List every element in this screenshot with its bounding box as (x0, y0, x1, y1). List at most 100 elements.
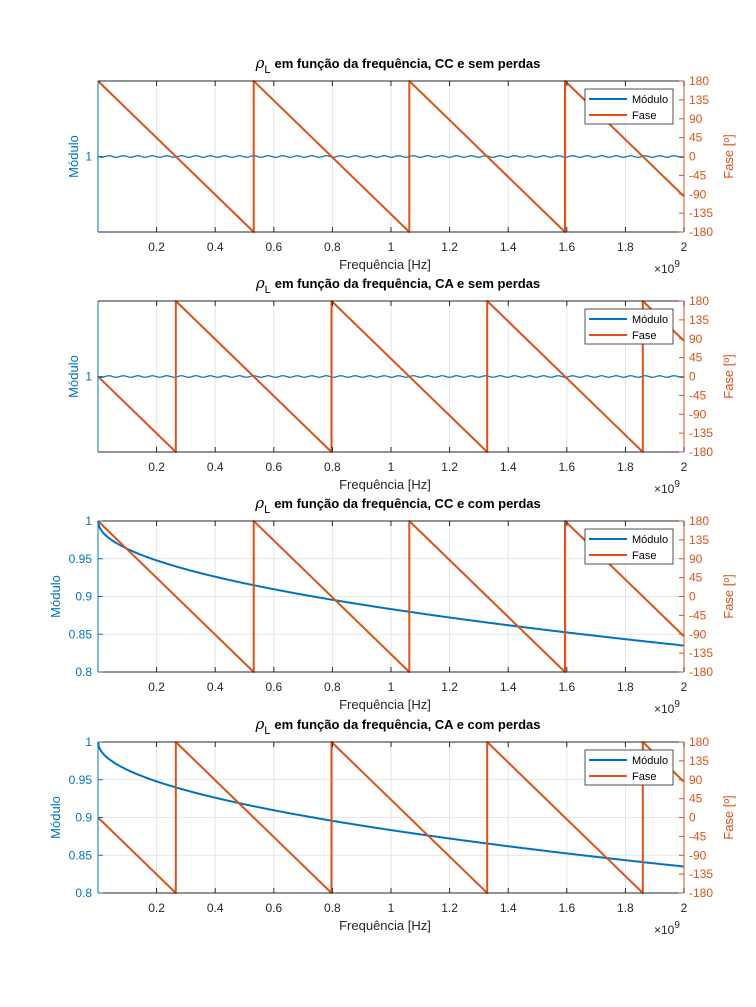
y-right-tick-label: 90 (689, 332, 703, 346)
series-fase (97, 741, 685, 894)
x-tick-label: 0.2 (148, 240, 165, 254)
x-tick-label: 1.2 (441, 460, 458, 474)
x-tick-label: 1.4 (500, 680, 517, 694)
series-modulo (97, 375, 685, 378)
chart-title: ρL em função da frequência, CA e com perd… (254, 715, 540, 737)
y-right-tick-label: 90 (689, 552, 703, 566)
series-fase (97, 520, 685, 673)
x-tick-label: 0.2 (148, 901, 165, 915)
legend-label: Módulo (632, 314, 668, 326)
x-exponent-label: ×109 (654, 259, 680, 276)
x-tick-label: 0.8 (324, 460, 341, 474)
y-right-label: Fase [º] (721, 134, 736, 178)
x-tick-label: 2 (681, 240, 688, 254)
y-left-tick-label: 0.8 (75, 665, 92, 679)
subplot-4: 0.2 0.4 0.6 0.8 1 1.2 1.4 1.6 1.8 2 1 0.95 0.9 0.85 0.… (48, 715, 736, 937)
x-exponent-base: ×10 (654, 262, 675, 276)
x-tick-label: 0.4 (207, 680, 224, 694)
x-tick-label: 0.8 (324, 240, 341, 254)
x-tick-label: 1 (388, 460, 395, 474)
legend-box (584, 749, 674, 786)
y-right-tick-label: 0 (689, 150, 696, 164)
x-tick-label: 1.2 (441, 680, 458, 694)
x-tick-label: 1.4 (500, 240, 517, 254)
chart-title: ρL em função da frequência, CC e sem perd… (255, 54, 541, 76)
y-left-tick-label: 0.9 (75, 590, 92, 604)
x-exponent-base: ×10 (654, 923, 675, 937)
y-right-tick-label: -180 (689, 665, 713, 679)
legend-label: Módulo (632, 755, 668, 767)
x-tick-label: 0.6 (265, 240, 282, 254)
x-exponent-base: ×10 (654, 702, 675, 716)
y-left-tick-label: 1 (85, 735, 92, 749)
x-tick-label: 1 (388, 901, 395, 915)
y-right-tick-label: 135 (689, 93, 709, 107)
subplot-3: 0.2 0.4 0.6 0.8 1 1.2 1.4 1.6 1.8 2 1 0.95 0.9 0.85 0.… (48, 494, 736, 716)
y-left-label: Módulo (48, 796, 63, 839)
x-tick-label: 0.4 (207, 460, 224, 474)
title-symbol: ρ (254, 715, 264, 733)
y-left-tick-label: 0.9 (75, 811, 92, 825)
y-right-label: Fase [º] (721, 574, 736, 618)
title-text: em função da frequência, CA e com perdas (274, 717, 540, 732)
series-fase (97, 80, 685, 233)
legend-box (584, 528, 674, 565)
x-tick-label: 0.8 (324, 901, 341, 915)
y-left-tick-label: 0.95 (69, 773, 93, 787)
title-subscript: L (264, 64, 270, 76)
y-right-tick-label: 0 (689, 590, 696, 604)
y-left-tick-label: 0.8 (75, 886, 92, 900)
y-left-label: Módulo (66, 135, 81, 178)
y-right-tick-label: 180 (689, 514, 709, 528)
y-right-tick-label: -45 (689, 168, 707, 182)
legend-box (584, 88, 674, 125)
y-left-tick-label: 0.85 (69, 627, 93, 641)
x-tick-label: 1.8 (617, 680, 634, 694)
x-tick-label: 0.2 (148, 460, 165, 474)
x-tick-label: 1.4 (500, 901, 517, 915)
x-exponent-label: ×109 (654, 479, 680, 496)
x-tick-label: 1 (388, 240, 395, 254)
y-right-tick-label: 0 (689, 370, 696, 384)
title-subscript: L (264, 725, 270, 737)
x-tick-label: 1.2 (441, 240, 458, 254)
y-right-tick-label: 45 (689, 792, 703, 806)
x-tick-label: 0.6 (265, 460, 282, 474)
x-axis-label: Frequência [Hz] (339, 477, 431, 492)
y-right-label: Fase [º] (721, 795, 736, 839)
y-right-tick-label: -45 (689, 388, 707, 402)
title-subscript: L (265, 284, 271, 296)
title-text: em função da frequência, CC e sem perdas (275, 56, 541, 71)
x-tick-label: 1.6 (558, 460, 575, 474)
x-tick-label: 1.8 (617, 460, 634, 474)
y-right-tick-label: 135 (689, 313, 709, 327)
y-right-tick-label: -180 (689, 225, 713, 239)
title-symbol: ρ (255, 274, 265, 292)
y-right-tick-label: -90 (689, 627, 707, 641)
legend: Módulo Fase (584, 308, 674, 345)
y-right-tick-label: 45 (689, 351, 703, 365)
y-right-tick-label: -180 (689, 886, 713, 900)
legend: Módulo Fase (584, 749, 674, 786)
x-tick-label: 0.4 (207, 240, 224, 254)
title-symbol: ρ (255, 54, 265, 72)
y-left-tick-label: 0.85 (69, 848, 93, 862)
legend-label: Módulo (632, 94, 668, 106)
title-symbol: ρ (254, 494, 264, 512)
legend-label: Módulo (632, 534, 668, 546)
x-tick-label: 1.6 (558, 901, 575, 915)
y-right-tick-label: -135 (689, 646, 713, 660)
x-tick-label: 1.6 (558, 240, 575, 254)
x-exponent: 9 (674, 920, 680, 931)
y-right-tick-label: -135 (689, 426, 713, 440)
x-tick-label: 2 (681, 901, 688, 915)
series-modulo (97, 741, 685, 868)
x-exponent: 9 (674, 259, 680, 270)
y-left-tick-label: 1 (85, 514, 92, 528)
y-right-label: Fase [º] (721, 354, 736, 398)
legend-label: Fase (632, 330, 656, 342)
series-modulo (97, 520, 685, 647)
x-tick-label: 2 (681, 460, 688, 474)
y-right-tick-label: 45 (689, 571, 703, 585)
